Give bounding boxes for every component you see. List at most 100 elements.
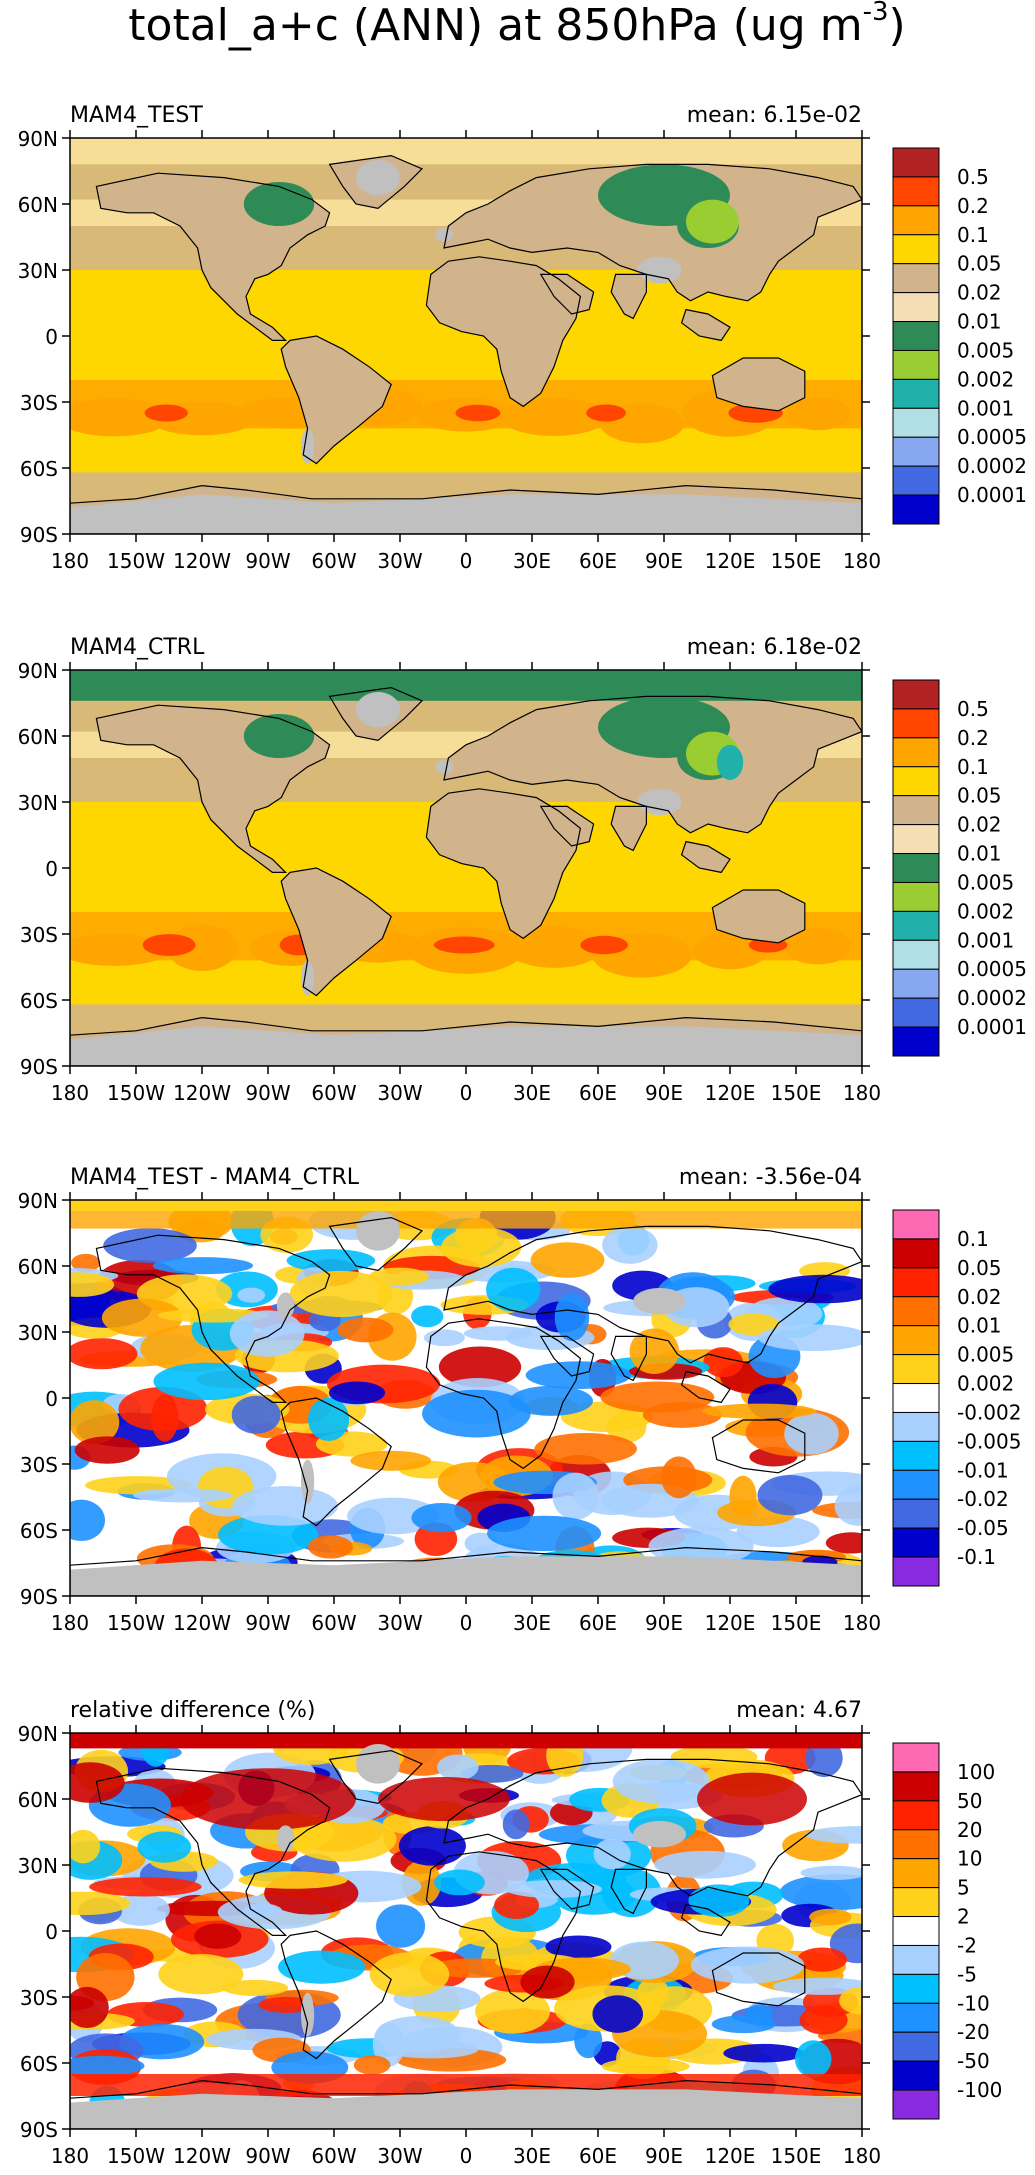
colorbar-label: 0.0001 [957,483,1027,507]
field-patch [70,1272,115,1297]
colorbar-swatch [892,1498,940,1529]
field-patch [580,935,628,955]
field-patch [800,1865,862,1881]
y-tick-label: 30N [18,1854,58,1878]
field-patch [74,1436,140,1464]
colorbar-swatch [892,1556,940,1587]
missing-patch [435,228,453,242]
colorbar-swatch [892,881,940,912]
field-patch [70,1499,105,1542]
x-tick-label: 180 [843,1611,881,1635]
colorbar-label: -0.005 [957,1429,1021,1453]
x-tick-label: 180 [51,1611,89,1635]
panel-3: MAM4_TEST - MAM4_CTRL mean: -3.56e-04 180… [18,1165,1022,1635]
colorbar-label: 0.1 [957,1227,989,1251]
missing-patch [356,692,400,728]
missing-patch [633,1288,686,1315]
coastline [96,705,329,872]
field-patch [745,2004,774,2024]
colorbar-label: -0.002 [957,1400,1021,1424]
x-tick-label: 30E [513,2144,551,2168]
colorbar-label: 0.005 [957,338,1014,362]
x-tick-label: 150E [771,1611,822,1635]
y-tick-label: 90N [18,127,58,151]
field-patch [411,1305,444,1328]
field-patch [378,1777,510,1821]
x-tick-label: 150E [771,1081,822,1105]
colorbar-swatch [892,997,940,1028]
colorbar-swatch [892,1383,940,1413]
coastline [426,1319,580,1469]
colorbar-label: 0.2 [957,726,989,750]
y-tick-label: 60S [20,457,58,481]
field-patch [142,934,196,956]
field-patch [328,1381,386,1405]
x-tick-label: 120E [705,549,756,573]
colorbar-label: -50 [957,2049,990,2073]
coastlines [70,156,862,534]
colorbar-swatch [892,1238,940,1269]
field-patch [286,1249,376,1273]
field-patch [475,1988,551,2034]
x-tick-label: 150W [107,1611,165,1635]
field-band [70,1200,862,1211]
field-patch [545,1935,612,1959]
x-tick-label: 30E [513,1081,551,1105]
colorbar-label: 0.002 [957,367,1014,391]
x-tick-label: 120E [705,1081,756,1105]
colorbar-swatch [892,968,940,999]
field-patch [152,1257,254,1275]
field-patch [70,1762,125,1803]
colorbar-label: 0.05 [957,252,1002,276]
field-patch [194,1923,242,1949]
missing-patch [637,788,682,816]
y-tick-label: 60N [18,1255,58,1279]
coastline [281,336,391,464]
x-tick-label: 90E [645,1611,683,1635]
field-patch [70,1400,120,1445]
field-patch [434,1869,485,1896]
colorbar-label: 0.001 [957,928,1014,952]
coastline [330,688,422,741]
field-patch [716,744,744,781]
coastline [444,696,862,832]
colorbar-swatch [892,2002,940,2033]
colorbar-swatch [892,465,940,496]
title-sup: -3 [863,0,889,27]
x-tick-label: 120W [173,1081,231,1105]
colorbar-swatch [892,737,940,768]
coastline [712,890,804,943]
missing-patch [301,428,315,464]
colorbar-swatch [892,679,940,710]
colorbar-label: 0.02 [957,281,1002,305]
coastline [682,1372,730,1403]
y-tick-label: 60N [18,1788,58,1812]
colorbar-label: 0.002 [957,1372,1014,1396]
field-patch [433,936,495,954]
field-patch [601,2058,690,2075]
field-patch [242,1903,283,1918]
x-tick-label: 0 [460,549,473,573]
x-tick-label: 90E [645,1081,683,1105]
coastline [330,1751,422,1804]
field-patch [133,1488,233,1503]
colorbar-label: 2 [957,1905,970,1929]
colorbar-label: 100 [957,1760,995,1784]
field-patch [353,2055,391,2075]
map-field [70,1733,862,2129]
y-tick-label: 60N [18,193,58,217]
x-tick-label: 180 [51,1081,89,1105]
field-patch [758,1324,862,1352]
colorbar-label: -5 [957,1962,977,1986]
field-patch [554,1293,590,1342]
missing-patch [70,494,862,534]
missing-patch [301,1992,315,2037]
field-patch [772,1977,862,1995]
colorbar-label: -0.01 [957,1458,1009,1482]
coastline [96,173,329,340]
coastline [611,806,646,850]
field-band [70,1211,862,1229]
field-patch [784,928,852,965]
coastline [426,789,580,939]
colorbar-label: 0.0005 [957,957,1027,981]
